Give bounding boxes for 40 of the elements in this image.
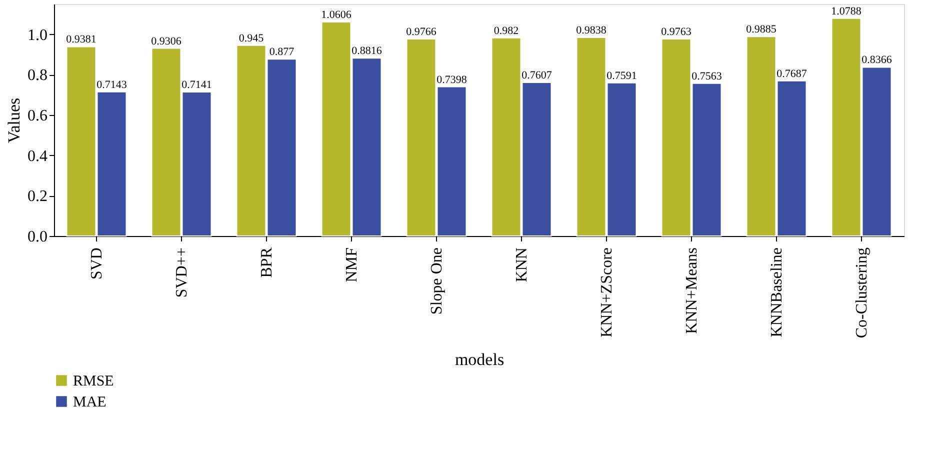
data-label: 0.9838 xyxy=(576,24,607,37)
x-tick-label: NMF xyxy=(344,247,360,282)
data-label: 0.945 xyxy=(238,32,264,44)
x-tick-label: SVD xyxy=(88,248,106,280)
y-tick-label: 0.8 xyxy=(28,67,48,84)
data-label: 1.0606 xyxy=(321,9,352,22)
data-label: 0.982 xyxy=(494,24,519,37)
data-label: 0.7607 xyxy=(522,70,552,82)
x-tick-label: BPR xyxy=(258,247,276,278)
y-tick-label: 0.2 xyxy=(28,188,48,206)
x-tick-label: Slope One xyxy=(428,248,446,315)
y-axis-title: Values xyxy=(4,98,24,144)
data-label: 0.9381 xyxy=(66,34,96,46)
data-label: 0.9306 xyxy=(151,35,182,48)
data-label: 0.8366 xyxy=(862,54,892,66)
data-label: 0.9763 xyxy=(661,26,692,38)
y-tick-label: 0.0 xyxy=(28,228,48,246)
legend-label: MAE xyxy=(73,394,106,410)
y-tick-label: 0.4 xyxy=(28,148,48,165)
data-label: 0.7143 xyxy=(96,78,128,91)
data-label: 0.7141 xyxy=(182,78,212,91)
data-label: 0.877 xyxy=(269,46,295,58)
y-tick-label: 0.6 xyxy=(28,107,48,124)
data-label: 0.7398 xyxy=(436,74,468,86)
data-label: 0.9766 xyxy=(406,26,437,38)
data-label: 0.7687 xyxy=(776,68,808,80)
data-label: 0.9885 xyxy=(746,24,777,36)
x-tick-label: KNNBaseline xyxy=(768,248,786,338)
x-tick-label: KNN+Means xyxy=(684,248,700,334)
x-tick-label: KNN xyxy=(514,247,530,282)
x-tick-label: Co-Clustering xyxy=(854,248,870,338)
x-tick-label: SVD++ xyxy=(174,248,190,298)
data-label: 0.8816 xyxy=(352,45,382,58)
data-label: 0.7563 xyxy=(692,70,722,82)
data-label: 0.7591 xyxy=(606,70,637,82)
data-label: 1.0788 xyxy=(831,5,862,18)
x-tick-label: KNN+ZScore xyxy=(598,248,616,338)
y-tick-label: 1.0 xyxy=(28,26,48,44)
x-axis-title: models xyxy=(454,350,504,370)
legend-label: RMSE xyxy=(73,374,114,390)
